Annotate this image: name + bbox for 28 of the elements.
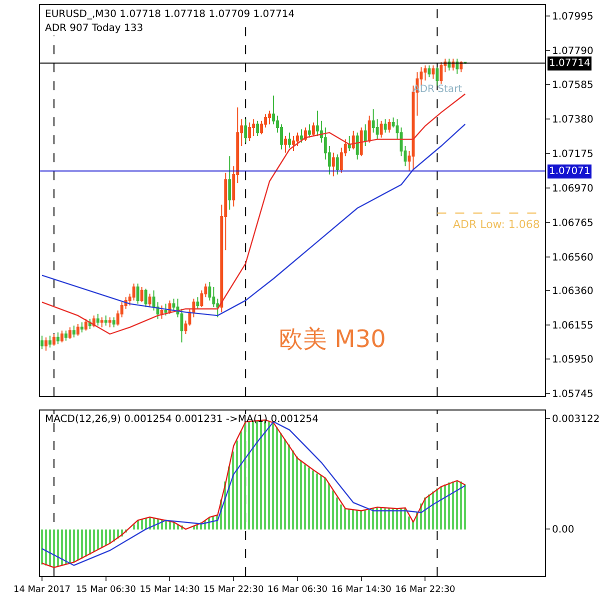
y-tick-label: 1.07790 [552,46,594,57]
y-tick-label: 1.06560 [552,252,594,264]
ref-line-label: 1.07714 [549,58,590,69]
x-tick-label: 15 Mar 22:30 [204,584,264,595]
y-tick-label: 1.06360 [552,286,594,297]
x-tick-label: 16 Mar 14:30 [331,584,392,595]
y-tick-label: 1.06765 [552,218,594,229]
y-tick-label: 1.07995 [552,11,594,22]
x-tick-label: 15 Mar 06:30 [76,584,136,595]
x-tick-label: 15 Mar 14:30 [140,584,200,595]
y-tick-label: 1.07585 [552,80,594,92]
annotation: ADR Low: 1.068 [453,218,540,231]
y-tick-label: 0.003122 [552,414,600,425]
ref-line-label: 1.07071 [549,166,590,177]
annotation: 欧美 M30 [279,325,386,353]
y-tick-label: 0.00 [552,524,574,536]
y-tick-label: 1.05745 [552,389,594,400]
y-tick-label: 1.06970 [552,183,594,194]
y-tick-label: 1.06155 [552,320,594,332]
chart-title: MACD(12,26,9) 0.001254 0.001231 ->MA(1) 0.001254 [45,414,318,425]
x-tick-label: 14 Mar 2017 [13,584,71,595]
x-tick-label: 16 Mar 06:30 [267,584,328,595]
y-tick-label: 1.07175 [552,149,594,160]
y-tick-label: 1.07380 [552,114,594,126]
text: ADR 907 Today 133 [45,23,144,34]
chart-title: EURUSD_,M30 1.07718 1.07718 1.07709 1.07714 [45,9,295,20]
y-tick-label: 1.05950 [552,354,594,366]
x-tick-label: 16 Mar 22:30 [395,584,456,595]
